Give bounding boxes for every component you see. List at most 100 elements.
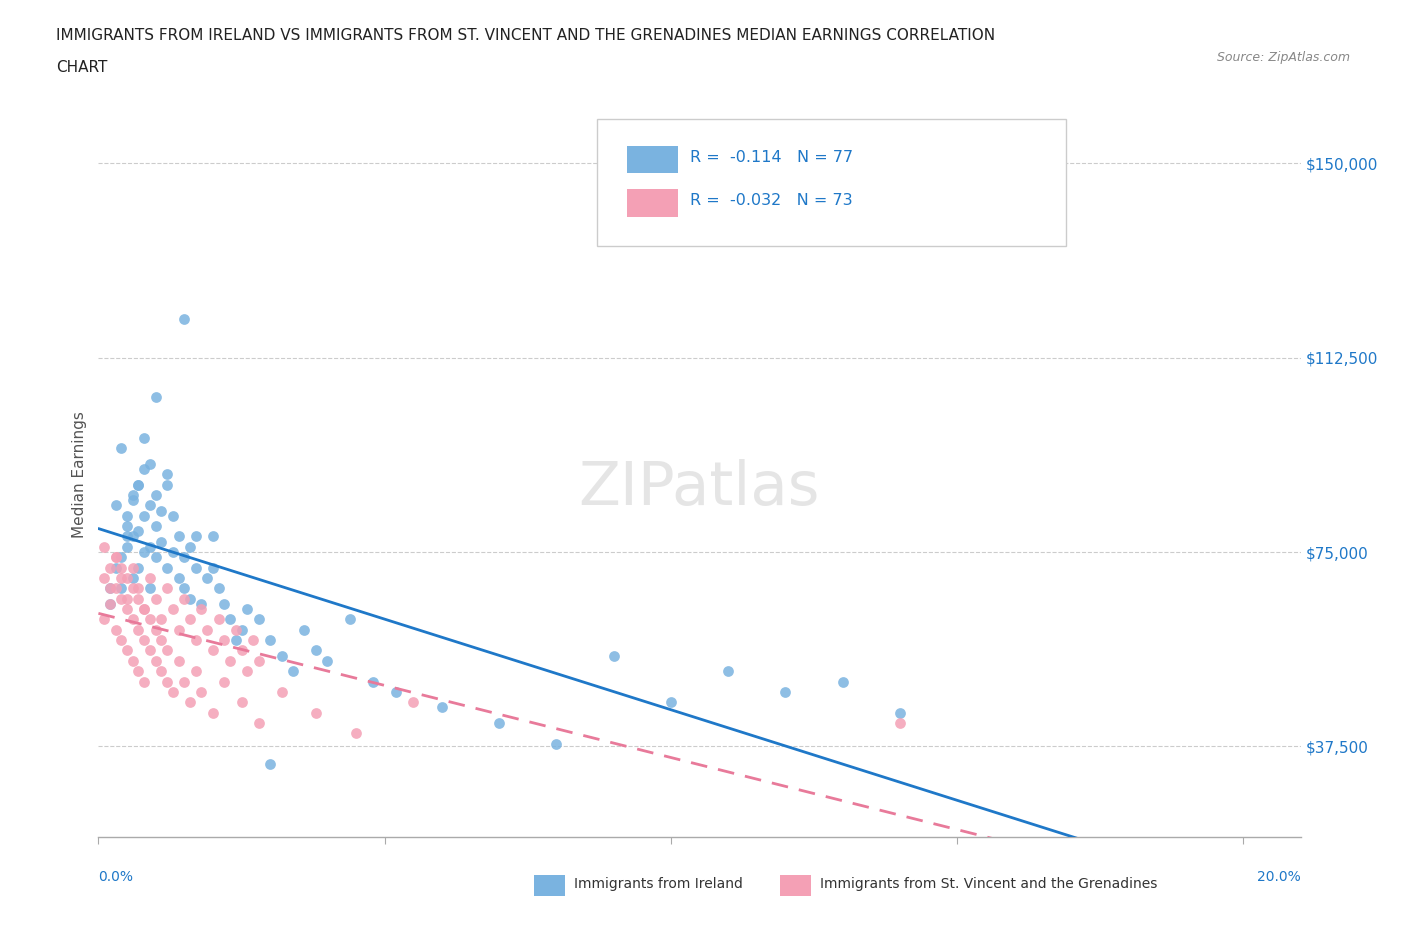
Point <box>110 441 132 456</box>
Point <box>156 560 179 575</box>
Text: Immigrants from Ireland: Immigrants from Ireland <box>574 876 742 891</box>
Point <box>134 431 156 445</box>
Text: ZIPatlas: ZIPatlas <box>579 459 820 518</box>
Point <box>139 581 162 596</box>
Point <box>231 622 253 637</box>
Point <box>110 632 132 647</box>
Point <box>184 529 207 544</box>
Point <box>104 550 127 565</box>
Point <box>259 632 281 647</box>
Point <box>115 509 138 524</box>
Point <box>128 591 150 606</box>
Text: R =  -0.032   N = 73: R = -0.032 N = 73 <box>690 193 852 208</box>
Point <box>270 648 292 663</box>
Point <box>173 591 195 606</box>
Point <box>242 632 264 647</box>
Point <box>167 654 190 669</box>
Point <box>167 570 190 585</box>
Point <box>115 570 138 585</box>
Point <box>219 654 242 669</box>
Point <box>201 643 224 658</box>
Point <box>889 705 911 720</box>
Point <box>110 591 132 606</box>
Point <box>128 560 150 575</box>
Point <box>98 581 121 596</box>
Point <box>231 643 253 658</box>
Point <box>145 622 167 637</box>
Point <box>128 477 150 492</box>
Point <box>115 602 138 617</box>
Point <box>184 560 207 575</box>
Point <box>208 612 231 627</box>
Point <box>93 570 115 585</box>
Point <box>121 493 143 508</box>
Point <box>139 643 162 658</box>
Point <box>305 705 328 720</box>
Point <box>270 684 292 699</box>
Point <box>156 674 179 689</box>
Point <box>184 632 207 647</box>
Point <box>121 529 143 544</box>
Point <box>195 570 218 585</box>
Point <box>115 643 138 658</box>
Point <box>184 664 207 679</box>
Point <box>115 591 138 606</box>
Point <box>139 498 162 512</box>
Point <box>214 596 236 611</box>
Point <box>93 612 115 627</box>
Point <box>316 654 339 669</box>
Text: IMMIGRANTS FROM IRELAND VS IMMIGRANTS FROM ST. VINCENT AND THE GRENADINES MEDIAN: IMMIGRANTS FROM IRELAND VS IMMIGRANTS FR… <box>56 28 995 43</box>
Point <box>156 643 179 658</box>
Point <box>110 560 132 575</box>
Text: Source: ZipAtlas.com: Source: ZipAtlas.com <box>1216 51 1350 64</box>
Point <box>121 612 143 627</box>
Point <box>139 612 162 627</box>
Point <box>385 684 408 699</box>
Point <box>104 560 127 575</box>
Point <box>128 524 150 538</box>
Point <box>173 674 195 689</box>
Point <box>121 560 143 575</box>
Point <box>134 545 156 560</box>
Point <box>247 654 270 669</box>
FancyBboxPatch shape <box>598 119 1066 246</box>
Point <box>219 612 242 627</box>
Point <box>775 684 797 699</box>
Point <box>201 529 224 544</box>
Point <box>488 715 510 730</box>
Point <box>430 700 453 715</box>
Point <box>344 726 367 741</box>
Point <box>134 602 156 617</box>
Point <box>134 461 156 476</box>
Point <box>156 581 179 596</box>
Point <box>190 596 212 611</box>
Text: Immigrants from St. Vincent and the Grenadines: Immigrants from St. Vincent and the Gren… <box>820 876 1157 891</box>
Point <box>305 643 328 658</box>
Point <box>115 539 138 554</box>
Point <box>225 622 247 637</box>
Text: 20.0%: 20.0% <box>1257 870 1301 884</box>
Point <box>214 632 236 647</box>
Point <box>179 612 201 627</box>
Point <box>831 674 853 689</box>
Point <box>110 581 132 596</box>
Point <box>121 654 143 669</box>
Point <box>150 632 173 647</box>
Point <box>128 581 150 596</box>
Point <box>162 684 184 699</box>
Point <box>134 602 156 617</box>
Y-axis label: Median Earnings: Median Earnings <box>72 411 87 538</box>
Point <box>104 581 127 596</box>
Point <box>717 664 740 679</box>
Point <box>236 664 259 679</box>
Point <box>145 654 167 669</box>
Point <box>602 648 624 663</box>
Point <box>98 596 121 611</box>
Point <box>173 312 195 326</box>
Point <box>145 550 167 565</box>
Point <box>115 519 138 534</box>
Point <box>402 695 425 710</box>
Point <box>179 591 201 606</box>
Point <box>190 602 212 617</box>
Point <box>231 695 253 710</box>
